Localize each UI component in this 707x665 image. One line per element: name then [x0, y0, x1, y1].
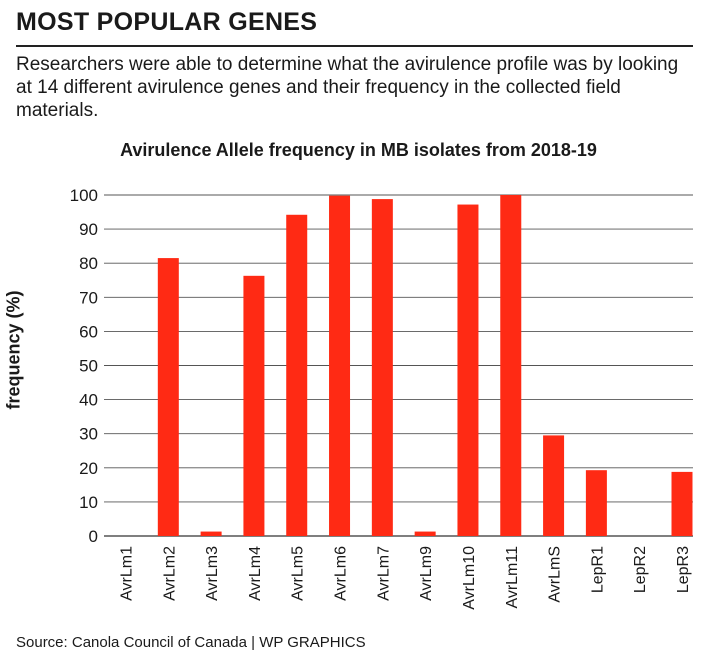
y-tick-label: 50: [79, 357, 98, 376]
headline-rule: [16, 45, 693, 47]
intro-text: Researchers were able to determine what …: [16, 54, 679, 121]
x-tick-label: AvrLm5: [290, 546, 307, 601]
x-tick-label: AvrLm2: [161, 546, 178, 601]
bar-avrlm4: [243, 275, 265, 536]
y-tick-labels: 0 10 20 30 40 50 60 70 80 90 100: [70, 186, 98, 546]
y-tick-label: 60: [79, 322, 98, 341]
y-tick-label: 70: [79, 288, 98, 307]
bar-avrlms: [543, 435, 565, 536]
x-tick-label: AvrLm6: [333, 546, 350, 601]
bar-avrlm6: [329, 195, 351, 536]
chart-title: Avirulence Allele frequency in MB isolat…: [120, 140, 597, 160]
bar-lepr3: [671, 471, 693, 536]
bar-avrlm2: [157, 258, 179, 536]
x-tick-label: LepR3: [675, 546, 692, 593]
x-tick-label: AvrLm9: [418, 546, 435, 601]
y-tick-label: 90: [79, 220, 98, 239]
bar-avrlm11: [500, 195, 522, 536]
bars: [157, 195, 693, 537]
bar-avrlm5: [286, 214, 308, 536]
bar-avrlm10: [457, 204, 479, 536]
x-tick-label: AvrLmS: [547, 546, 564, 603]
y-tick-label: 80: [79, 254, 98, 273]
bar-avrlm9: [414, 531, 436, 536]
x-tick-label: AvrLm1: [119, 546, 136, 601]
x-tick-label: AvrLm7: [375, 546, 392, 601]
y-tick-label: 20: [79, 459, 98, 478]
y-tick-label: 30: [79, 425, 98, 444]
x-tick-label: LepR2: [632, 546, 649, 593]
x-tick-labels: AvrLm1 AvrLm2 AvrLm3 AvrLm4 AvrLm5 AvrLm6 AvrL…: [119, 546, 693, 610]
x-tick-label: AvrLm11: [504, 546, 521, 609]
source-credit: Source: Canola Council of Canada | WP GR…: [16, 634, 366, 651]
x-tick-label: AvrLm10: [461, 546, 478, 610]
y-tick-label: 10: [79, 493, 98, 512]
bar-lepr1: [585, 470, 607, 536]
headline: MOST POPULAR GENES: [16, 8, 318, 36]
y-tick-label: 40: [79, 391, 98, 410]
bar-avrlm7: [371, 199, 393, 537]
bar-avrlm3: [200, 531, 222, 536]
y-tick-label: 0: [89, 527, 98, 546]
x-tick-label: AvrLm4: [247, 546, 264, 601]
x-tick-label: AvrLm3: [204, 546, 221, 601]
x-tick-label: LepR1: [589, 546, 606, 593]
y-tick-label: 100: [70, 186, 98, 205]
